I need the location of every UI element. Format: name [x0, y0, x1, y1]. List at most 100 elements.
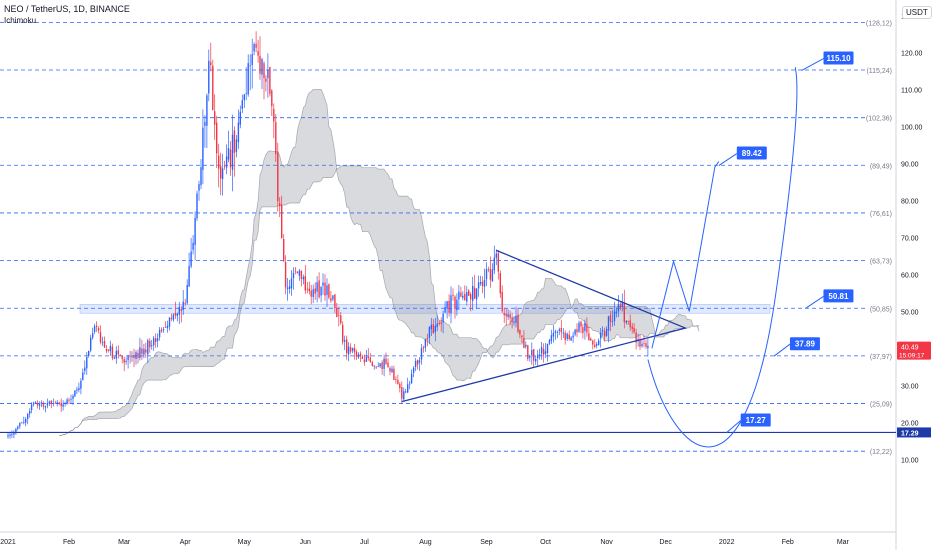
candle[interactable] — [306, 288, 308, 290]
candle[interactable] — [294, 270, 297, 272]
candle[interactable] — [286, 287, 289, 290]
candle[interactable] — [38, 403, 41, 406]
candle[interactable] — [29, 411, 31, 414]
candle[interactable] — [607, 316, 610, 331]
candle[interactable] — [590, 338, 592, 341]
candle[interactable] — [115, 350, 117, 359]
candle[interactable] — [430, 324, 432, 330]
candle[interactable] — [407, 384, 409, 393]
candle[interactable] — [403, 391, 405, 400]
candle[interactable] — [523, 337, 525, 348]
candle[interactable] — [125, 360, 127, 362]
candle[interactable] — [381, 362, 383, 369]
candle[interactable] — [409, 383, 411, 385]
candle[interactable] — [442, 313, 444, 323]
candle[interactable] — [347, 346, 350, 355]
candle[interactable] — [375, 366, 377, 368]
candle[interactable] — [290, 278, 293, 289]
candle[interactable] — [344, 340, 346, 342]
candle[interactable] — [261, 59, 263, 75]
candle[interactable] — [19, 422, 21, 427]
candle[interactable] — [470, 294, 472, 300]
candle[interactable] — [594, 344, 596, 347]
candle[interactable] — [164, 327, 167, 328]
candle[interactable] — [387, 362, 389, 368]
candle[interactable] — [113, 357, 115, 359]
candle[interactable] — [462, 295, 464, 298]
candle[interactable] — [80, 380, 82, 389]
candle[interactable] — [385, 358, 387, 364]
candle[interactable] — [23, 421, 25, 423]
candle[interactable] — [615, 311, 618, 314]
candle[interactable] — [501, 291, 503, 312]
candle[interactable] — [25, 419, 27, 423]
candle[interactable] — [147, 340, 149, 355]
candle[interactable] — [566, 333, 568, 339]
candle[interactable] — [513, 321, 515, 323]
candle[interactable] — [281, 204, 283, 238]
candle[interactable] — [601, 330, 604, 332]
candle[interactable] — [562, 332, 564, 334]
candle[interactable] — [424, 339, 427, 348]
candle[interactable] — [517, 314, 519, 332]
candle[interactable] — [92, 333, 94, 338]
candle[interactable] — [509, 314, 511, 319]
candle[interactable] — [245, 93, 247, 94]
candle[interactable] — [99, 332, 102, 343]
candle[interactable] — [119, 355, 121, 357]
candle[interactable] — [275, 122, 277, 154]
candle[interactable] — [184, 302, 186, 304]
candle[interactable] — [160, 329, 163, 332]
candle[interactable] — [66, 399, 68, 404]
candle[interactable] — [44, 406, 47, 408]
candle[interactable] — [162, 329, 165, 330]
candle[interactable] — [531, 350, 533, 356]
candle[interactable] — [361, 356, 364, 360]
candle[interactable] — [288, 286, 291, 289]
candle[interactable] — [389, 367, 391, 372]
candle[interactable] — [15, 429, 17, 434]
candle[interactable] — [267, 69, 269, 79]
candle[interactable] — [529, 355, 531, 358]
candle[interactable] — [533, 349, 535, 361]
candle[interactable] — [487, 269, 490, 271]
candle[interactable] — [639, 339, 641, 347]
candle[interactable] — [263, 63, 265, 79]
candle[interactable] — [95, 325, 98, 327]
candle[interactable] — [316, 282, 318, 292]
candle[interactable] — [241, 100, 243, 109]
candle[interactable] — [204, 121, 206, 126]
candle[interactable] — [426, 338, 429, 339]
candle[interactable] — [176, 313, 178, 316]
candle[interactable] — [568, 334, 570, 340]
candle[interactable] — [257, 51, 259, 56]
candle[interactable] — [643, 343, 645, 344]
candle[interactable] — [537, 354, 539, 359]
candle[interactable] — [109, 345, 112, 352]
candle[interactable] — [235, 139, 238, 152]
candle[interactable] — [363, 359, 366, 363]
candle[interactable] — [158, 329, 161, 338]
candle[interactable] — [121, 355, 123, 359]
candle[interactable] — [454, 296, 456, 309]
candle[interactable] — [103, 341, 106, 348]
candle[interactable] — [192, 242, 194, 250]
candle[interactable] — [105, 349, 108, 352]
candle[interactable] — [542, 348, 545, 355]
candle[interactable] — [399, 383, 401, 388]
candle[interactable] — [302, 277, 305, 280]
candle[interactable] — [515, 315, 517, 323]
candle[interactable] — [564, 332, 566, 340]
symbol-title[interactable]: NEO / TetherUS, 1D, BINANCE — [4, 4, 130, 14]
candle[interactable] — [497, 253, 499, 272]
candle[interactable] — [596, 343, 598, 346]
candle[interactable] — [46, 403, 49, 406]
candle[interactable] — [416, 360, 419, 365]
candle[interactable] — [221, 168, 224, 180]
candle[interactable] — [180, 309, 182, 311]
candle[interactable] — [265, 78, 267, 82]
candle[interactable] — [574, 329, 576, 335]
candle[interactable] — [225, 156, 228, 168]
candle[interactable] — [611, 321, 614, 323]
candle[interactable] — [446, 301, 448, 309]
